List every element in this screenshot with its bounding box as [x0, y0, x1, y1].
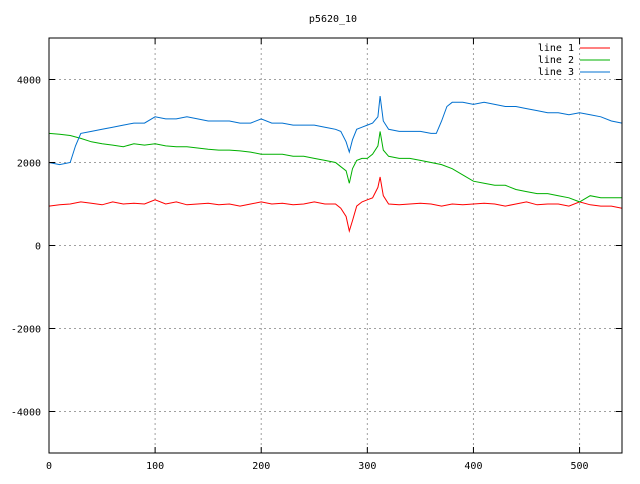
- series-line-1: [48, 176, 623, 233]
- series-line-3: [48, 96, 623, 166]
- y-axis-ticks: -4000 -2000 0 2000 4000: [11, 76, 622, 419]
- y-tick-label: -2000: [11, 325, 41, 336]
- legend-label-3: line 3: [538, 67, 574, 78]
- chart-title: p5620_10: [309, 14, 357, 25]
- x-tick-label: 0: [46, 461, 52, 472]
- y-tick-label: 0: [35, 242, 41, 253]
- series-line-2: [48, 131, 622, 203]
- x-tick-label: 200: [252, 461, 270, 472]
- grid: [49, 38, 622, 453]
- y-tick-label: -4000: [11, 408, 41, 419]
- x-tick-label: 300: [358, 461, 376, 472]
- series-group: [48, 96, 623, 233]
- y-tick-label: 2000: [17, 159, 41, 170]
- x-axis-ticks: 0 100 200 300 400 500: [46, 38, 589, 472]
- x-tick-label: 400: [464, 461, 482, 472]
- x-tick-label: 100: [146, 461, 164, 472]
- x-tick-label: 500: [571, 461, 589, 472]
- legend-label-1: line 1: [538, 43, 574, 54]
- y-tick-label: 4000: [17, 76, 41, 87]
- legend-label-2: line 2: [538, 55, 574, 66]
